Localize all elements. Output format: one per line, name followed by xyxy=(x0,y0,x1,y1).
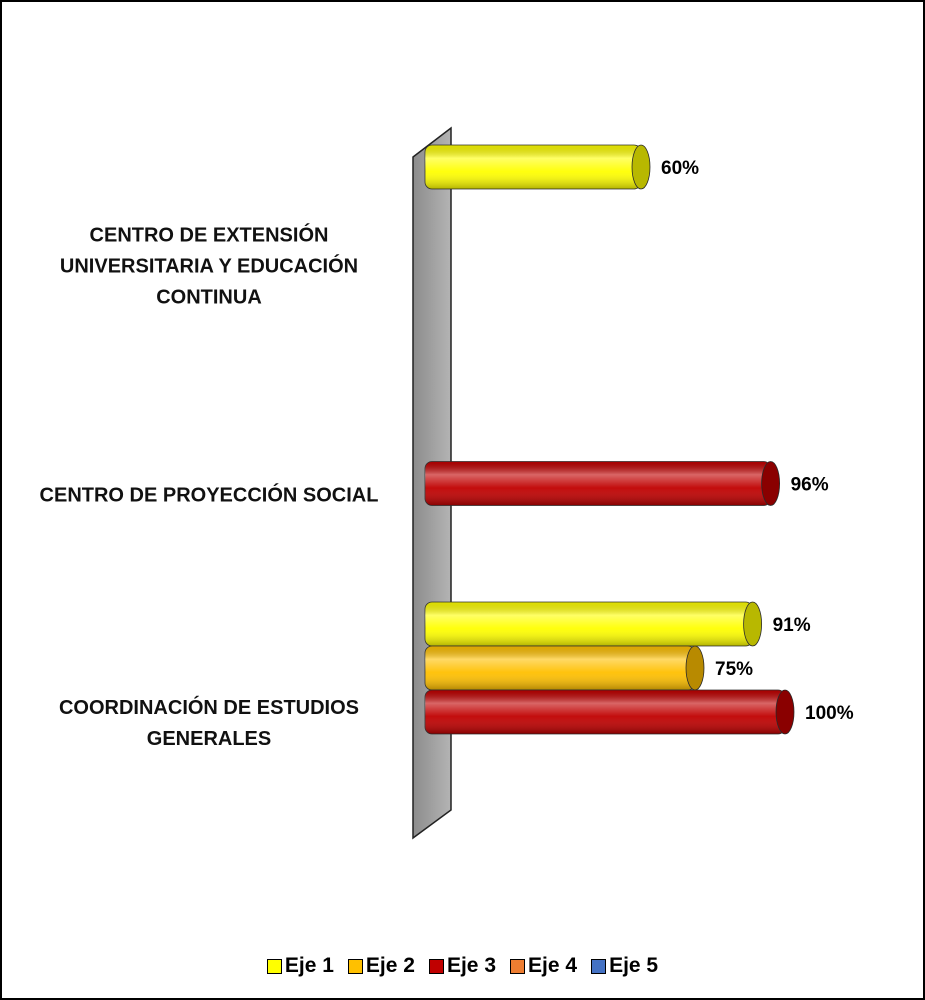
legend-swatch xyxy=(428,958,444,974)
category-label: COORDINACIÓN DE ESTUDIOS GENERALES xyxy=(58,697,360,750)
category-label: CENTRO DE PROYECCIÓN SOCIAL xyxy=(39,484,379,506)
legend-swatch xyxy=(510,958,526,974)
bar-cap-shade xyxy=(743,602,762,646)
legend-label: Eje 2 xyxy=(365,954,415,977)
legend-swatch xyxy=(266,958,282,974)
bar-cap xyxy=(775,689,795,735)
legend-label: Eje 3 xyxy=(446,954,497,977)
bar-cap xyxy=(743,601,762,647)
category-label: CENTRO DE EXTENSIÓN UNIVERSITARIA Y EDUC… xyxy=(59,224,359,309)
bar-shade xyxy=(425,690,785,734)
legend-item: Eje 2 xyxy=(347,954,415,978)
bar-cap-shade xyxy=(761,461,780,506)
bar-cap-shade xyxy=(776,690,794,734)
legend-label: Eje 5 xyxy=(609,954,659,977)
bar-cap-shade xyxy=(632,145,650,189)
value-label: 75% xyxy=(715,659,753,680)
bar-cap-shade xyxy=(686,646,704,690)
value-label: 100% xyxy=(805,703,854,724)
legend-item: Eje 1 xyxy=(266,954,334,978)
legend-item: Eje 4 xyxy=(510,954,577,978)
bar-shade xyxy=(425,646,695,690)
value-label: 91% xyxy=(773,615,811,636)
legend-item: Eje 5 xyxy=(591,954,658,978)
legend: Eje 1 Eje 2 Eje 3 Eje 4 Eje 5 xyxy=(2,954,923,978)
bar-cap xyxy=(761,461,780,506)
bar-shade xyxy=(425,602,753,646)
legend-label: Eje 1 xyxy=(284,954,334,977)
legend-label: Eje 4 xyxy=(528,954,578,977)
value-label: 96% xyxy=(791,475,829,496)
legend-item: Eje 3 xyxy=(428,954,497,978)
value-label: 60% xyxy=(661,158,699,179)
bar-shade xyxy=(425,145,641,189)
legend-swatch xyxy=(591,958,607,974)
legend-swatch xyxy=(347,958,363,974)
bar-cap xyxy=(631,144,651,190)
bar-shade xyxy=(425,461,771,506)
